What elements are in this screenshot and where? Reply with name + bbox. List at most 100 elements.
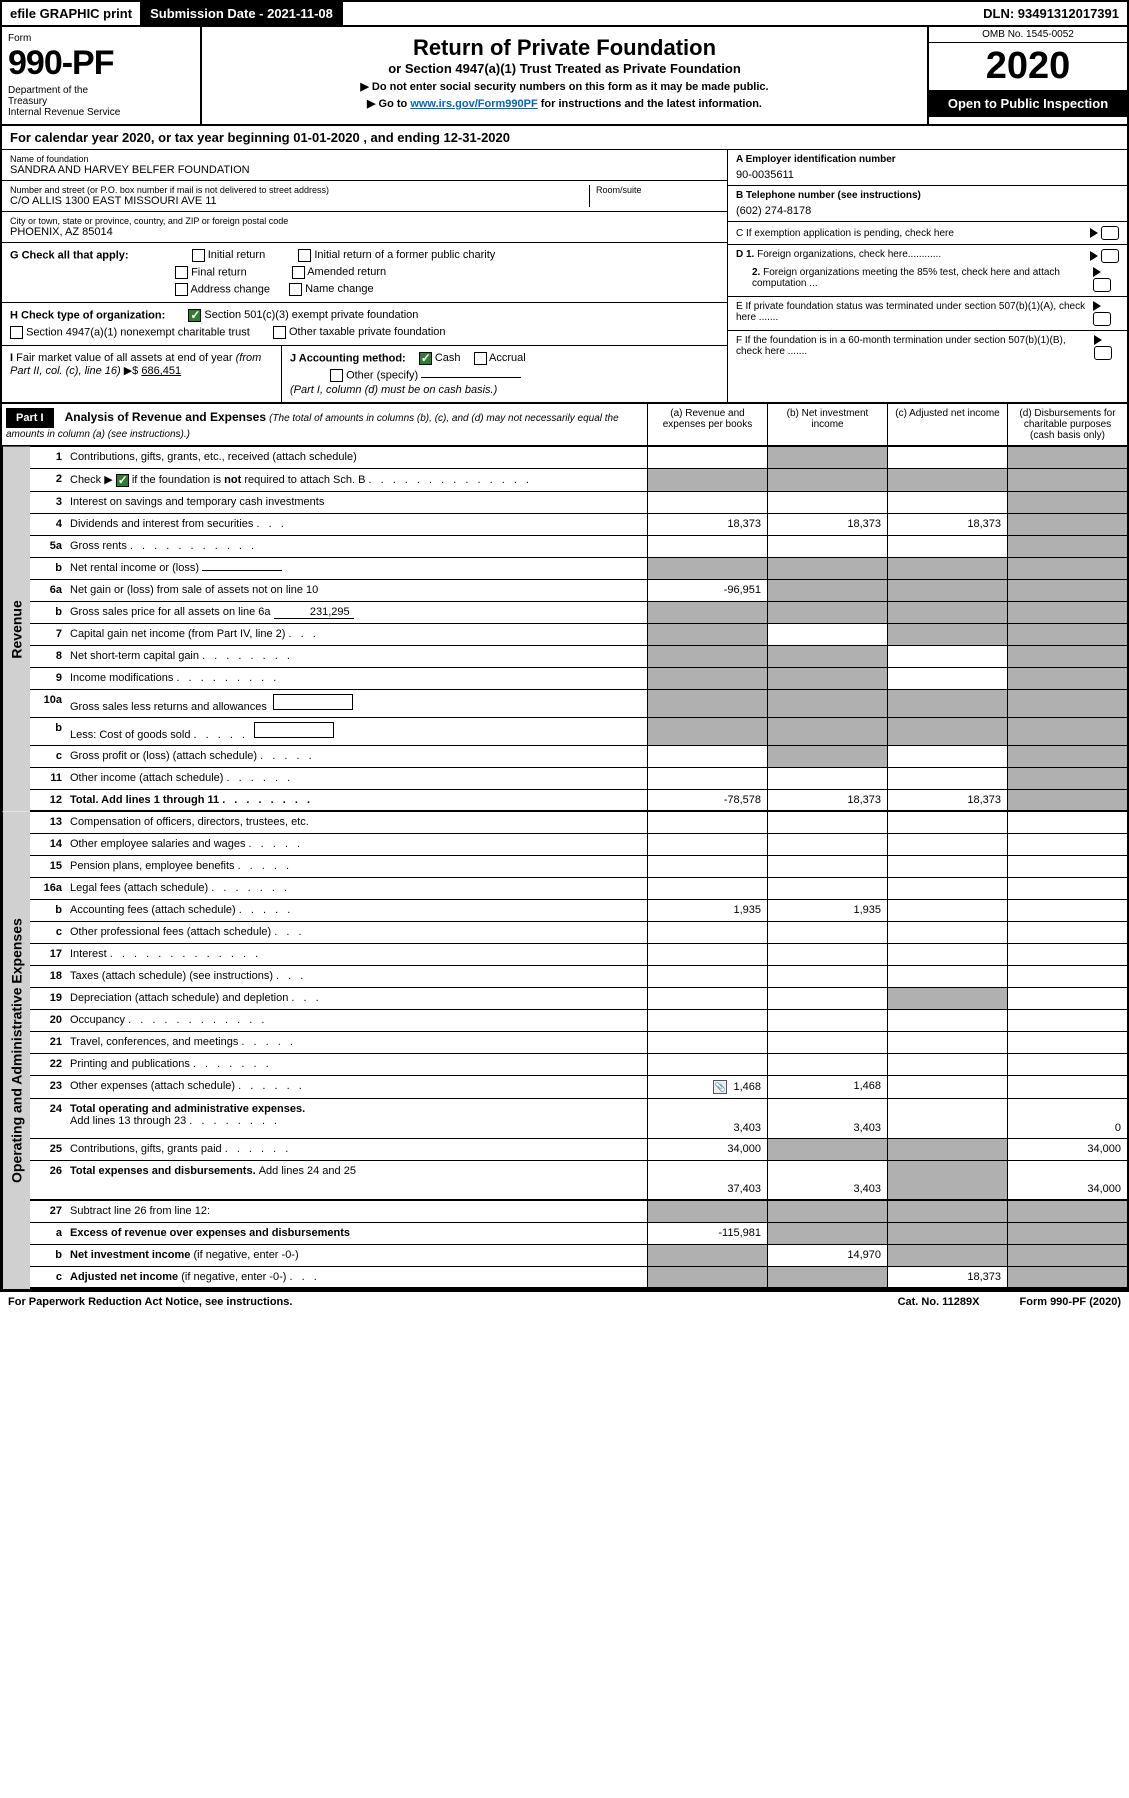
part1-title-cell: Part I Analysis of Revenue and Expenses … bbox=[2, 404, 647, 445]
arrow-icon bbox=[1090, 251, 1098, 261]
line-14: 14Other employee salaries and wages . . … bbox=[30, 834, 1127, 856]
line-10a: 10aGross sales less returns and allowanc… bbox=[30, 690, 1127, 718]
city-cell: City or town, state or province, country… bbox=[2, 212, 727, 242]
part1-title: Analysis of Revenue and Expenses bbox=[65, 410, 266, 424]
line-1: 1Contributions, gifts, grants, etc., rec… bbox=[30, 447, 1127, 469]
footer: For Paperwork Reduction Act Notice, see … bbox=[0, 1291, 1129, 1312]
dln: DLN: 93491312017391 bbox=[975, 2, 1127, 25]
line-18: 18Taxes (attach schedule) (see instructi… bbox=[30, 966, 1127, 988]
line-24: 24Total operating and administrative exp… bbox=[30, 1099, 1127, 1139]
chk-final-return[interactable] bbox=[175, 266, 188, 279]
form-label: Form bbox=[8, 33, 194, 44]
section-h: H Check type of organization: Section 50… bbox=[2, 303, 727, 346]
chk-accrual[interactable] bbox=[474, 352, 487, 365]
h-label: H Check type of organization: bbox=[10, 309, 165, 321]
part1-header-row: Part I Analysis of Revenue and Expenses … bbox=[2, 404, 1127, 447]
room-label: Room/suite bbox=[596, 185, 719, 195]
line-22: 22Printing and publications . . . . . . … bbox=[30, 1054, 1127, 1076]
col-a-head: (a) Revenue and expenses per books bbox=[647, 404, 767, 445]
line-27b: bNet investment income (if negative, ent… bbox=[30, 1245, 1127, 1267]
attach-icon[interactable]: 📎 bbox=[713, 1080, 727, 1094]
part1-label: Part I bbox=[6, 408, 54, 428]
section-j: J Accounting method: Cash Accrual Other … bbox=[282, 346, 727, 402]
line-10b: bLess: Cost of goods sold . . . . . bbox=[30, 718, 1127, 746]
chk-f[interactable] bbox=[1094, 346, 1112, 360]
header-right: OMB No. 1545-0052 2020 Open to Public In… bbox=[927, 27, 1127, 124]
line-3: 3Interest on savings and temporary cash … bbox=[30, 492, 1127, 514]
line-27c: cAdjusted net income (if negative, enter… bbox=[30, 1267, 1127, 1289]
header-left: Form 990-PF Department of theTreasuryInt… bbox=[2, 27, 202, 124]
chk-other-taxable[interactable] bbox=[273, 326, 286, 339]
arrow-icon bbox=[1090, 228, 1098, 238]
tel-value: (602) 274-8178 bbox=[736, 205, 1119, 217]
line-16b: bAccounting fees (attach schedule) . . .… bbox=[30, 900, 1127, 922]
line-26: 26Total expenses and disbursements. Add … bbox=[30, 1161, 1127, 1201]
efile-label: efile GRAPHIC print bbox=[2, 2, 142, 25]
foundation-name: SANDRA AND HARVEY BELFER FOUNDATION bbox=[10, 164, 719, 176]
line-16a: 16aLegal fees (attach schedule) . . . . … bbox=[30, 878, 1127, 900]
line-20: 20Occupancy . . . . . . . . . . . . bbox=[30, 1010, 1127, 1032]
expenses-rows: 13Compensation of officers, directors, t… bbox=[30, 812, 1127, 1289]
line-17: 17Interest . . . . . . . . . . . . . bbox=[30, 944, 1127, 966]
chk-address-change[interactable] bbox=[175, 283, 188, 296]
chk-d1[interactable] bbox=[1101, 249, 1119, 263]
ein-value: 90-0035611 bbox=[736, 169, 1119, 181]
form-header: Form 990-PF Department of theTreasuryInt… bbox=[2, 27, 1127, 126]
section-c: C If exemption application is pending, c… bbox=[728, 222, 1127, 245]
chk-4947[interactable] bbox=[10, 326, 23, 339]
tax-year: 2020 bbox=[929, 43, 1127, 90]
chk-cash[interactable] bbox=[419, 352, 432, 365]
note-link: ▶ Go to www.irs.gov/Form990PF for instru… bbox=[210, 97, 919, 110]
form-990pf: efile GRAPHIC print Submission Date - 20… bbox=[0, 0, 1129, 1291]
chk-e[interactable] bbox=[1093, 312, 1111, 326]
chk-501c3[interactable] bbox=[188, 309, 201, 322]
chk-initial-former[interactable] bbox=[298, 249, 311, 262]
form-title: Return of Private Foundation bbox=[210, 35, 919, 61]
addr-label: Number and street (or P.O. box number if… bbox=[10, 185, 589, 195]
section-d: D 1. Foreign organizations, check here..… bbox=[728, 245, 1127, 297]
chk-c[interactable] bbox=[1101, 226, 1119, 240]
g-label: G Check all that apply: bbox=[10, 249, 129, 261]
line-5b: bNet rental income or (loss) bbox=[30, 558, 1127, 580]
tel-cell: B Telephone number (see instructions) (6… bbox=[728, 186, 1127, 222]
footer-right: Form 990-PF (2020) bbox=[1020, 1296, 1122, 1308]
ein-cell: A Employer identification number 90-0035… bbox=[728, 150, 1127, 186]
chk-initial-return[interactable] bbox=[192, 249, 205, 262]
line-5a: 5aGross rents . . . . . . . . . . . bbox=[30, 536, 1127, 558]
arrow-icon bbox=[1093, 267, 1101, 277]
ein-label: A Employer identification number bbox=[736, 154, 896, 165]
form-subtitle: or Section 4947(a)(1) Trust Treated as P… bbox=[210, 61, 919, 76]
chk-name-change[interactable] bbox=[289, 283, 302, 296]
j-label: J Accounting method: bbox=[290, 352, 406, 364]
line-23: 23Other expenses (attach schedule) . . .… bbox=[30, 1076, 1127, 1099]
expenses-section: Operating and Administrative Expenses 13… bbox=[2, 812, 1127, 1289]
name-label: Name of foundation bbox=[10, 154, 719, 164]
tel-label: B Telephone number (see instructions) bbox=[736, 190, 921, 201]
line-6a: 6aNet gain or (loss) from sale of assets… bbox=[30, 580, 1127, 602]
calendar-year-row: For calendar year 2020, or tax year begi… bbox=[2, 126, 1127, 150]
irs-link[interactable]: www.irs.gov/Form990PF bbox=[410, 98, 537, 110]
chk-d2[interactable] bbox=[1093, 278, 1111, 292]
line-15: 15Pension plans, employee benefits . . .… bbox=[30, 856, 1127, 878]
line-13: 13Compensation of officers, directors, t… bbox=[30, 812, 1127, 834]
chk-amended[interactable] bbox=[292, 266, 305, 279]
line-21: 21Travel, conferences, and meetings . . … bbox=[30, 1032, 1127, 1054]
line-27a: aExcess of revenue over expenses and dis… bbox=[30, 1223, 1127, 1245]
footer-left: For Paperwork Reduction Act Notice, see … bbox=[8, 1296, 292, 1308]
open-inspection: Open to Public Inspection bbox=[929, 90, 1127, 117]
chk-schb[interactable] bbox=[116, 474, 129, 487]
col-b-head: (b) Net investment income bbox=[767, 404, 887, 445]
note-ssn: ▶ Do not enter social security numbers o… bbox=[210, 80, 919, 93]
section-g: G Check all that apply: Initial return I… bbox=[2, 242, 727, 303]
city-value: PHOENIX, AZ 85014 bbox=[10, 226, 719, 238]
dept-treasury: Department of theTreasuryInternal Revenu… bbox=[8, 85, 194, 118]
footer-mid: Cat. No. 11289X bbox=[898, 1296, 980, 1308]
line-16c: cOther professional fees (attach schedul… bbox=[30, 922, 1127, 944]
chk-other-method[interactable] bbox=[330, 369, 343, 382]
line-7: 7Capital gain net income (from Part IV, … bbox=[30, 624, 1127, 646]
section-e: E If private foundation status was termi… bbox=[728, 297, 1127, 331]
line-12: 12Total. Add lines 1 through 11 . . . . … bbox=[30, 790, 1127, 812]
top-bar: efile GRAPHIC print Submission Date - 20… bbox=[2, 2, 1127, 27]
line-4: 4Dividends and interest from securities … bbox=[30, 514, 1127, 536]
info-grid: Name of foundation SANDRA AND HARVEY BEL… bbox=[2, 150, 1127, 404]
